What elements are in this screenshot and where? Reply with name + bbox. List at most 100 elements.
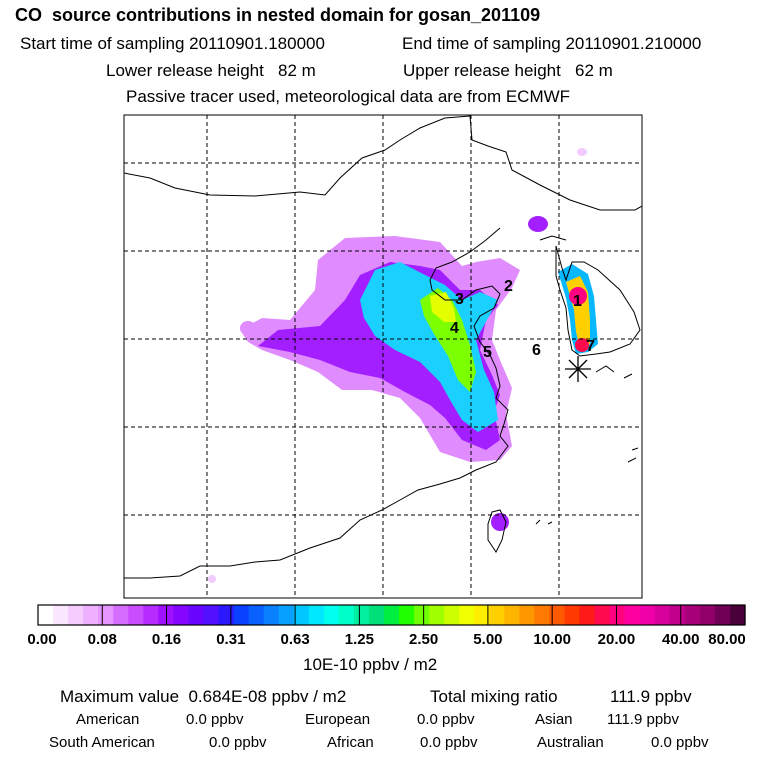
colorbar-tick-label: 1.25: [344, 631, 374, 648]
region-label-5: 5: [483, 344, 492, 361]
colorbar-swatch: [654, 605, 671, 625]
european-value: 0.0 ppbv: [417, 711, 475, 728]
blob: [208, 575, 216, 583]
colorbar-swatch: [68, 605, 84, 625]
colorbar-swatch: [489, 605, 505, 625]
colorbar-tick-label: 0.00: [27, 631, 57, 648]
colorbar-swatch: [128, 605, 144, 625]
korea-peak-7: [575, 338, 589, 352]
colorbar-swatch: [38, 605, 54, 625]
colorbar-swatch: [444, 605, 460, 625]
page-title: CO source contributions in nested domain…: [15, 5, 541, 25]
colorbar-tick-label: 0.31: [216, 631, 246, 648]
colorbar-swatch: [519, 605, 535, 625]
colorbar-swatch: [188, 605, 205, 625]
colorbar-swatch: [98, 605, 114, 625]
colorbar-swatch: [579, 605, 596, 625]
colorbar-swatch: [338, 605, 355, 625]
south-american-value: 0.0 ppbv: [209, 734, 267, 751]
american-value: 0.0 ppbv: [186, 711, 244, 728]
region-label-1: 1: [573, 293, 582, 310]
asian-value: 111.9 ppbv: [607, 711, 680, 728]
colorbar-swatch: [143, 605, 159, 625]
max-value-label: Maximum value 0.684E-08 ppbv / m2: [60, 687, 347, 706]
colorbar-swatch: [474, 605, 490, 625]
colorbar-swatch: [83, 605, 99, 625]
total-mixing-label: Total mixing ratio: [430, 687, 558, 706]
australian-value: 0.0 ppbv: [651, 734, 709, 751]
colorbar-swatch: [504, 605, 520, 625]
concentration-field: [124, 115, 642, 598]
map-frame: [123, 114, 643, 599]
colorbar-swatch: [429, 605, 445, 625]
colorbar-swatch: [564, 605, 581, 625]
colorbar-swatch: [414, 605, 430, 625]
start-time-label: Start time of sampling 20110901.180000: [20, 34, 325, 53]
colorbar-swatch: [383, 605, 400, 625]
colorbar-tick-label: 40.00: [661, 631, 700, 648]
colorbar-swatch: [549, 605, 566, 625]
korea-peak-1: [569, 287, 587, 305]
european-label: European: [305, 711, 371, 728]
colorbar-swatch: [669, 605, 686, 625]
coastlines: [124, 115, 642, 579]
colorbar-tick-label: 80.00: [708, 631, 746, 648]
colorbar-unit: 10E-10 ppbv / m2: [303, 655, 438, 674]
upper-release-label: Upper release height 62 m: [403, 61, 613, 80]
region-label-7: 7: [586, 338, 595, 355]
total-mixing-value: 111.9 ppbv: [610, 687, 692, 706]
colorbar-tick-label: 0.63: [280, 631, 310, 648]
blob: [577, 148, 587, 156]
colorbar-swatch: [714, 605, 731, 625]
tracer-note: Passive tracer used, meteorological data…: [126, 87, 571, 106]
lat-lon-grid: [124, 115, 642, 598]
colorbar-swatch: [173, 605, 190, 625]
colorbar-swatch: [459, 605, 475, 625]
colorbar-swatch: [699, 605, 716, 625]
colorbar-swatch: [609, 605, 626, 625]
blob: [240, 321, 256, 335]
colorbar-swatch: [53, 605, 69, 625]
colorbar-swatch: [729, 605, 746, 625]
colorbar-swatch: [368, 605, 385, 625]
region-label-4: 4: [450, 320, 459, 337]
colorbar-tick-label: 10.00: [533, 631, 571, 648]
colorbar-swatch: [293, 605, 310, 625]
african-value: 0.0 ppbv: [420, 734, 478, 751]
colorbar-swatch: [233, 605, 250, 625]
colorbar-swatch: [218, 605, 235, 625]
colorbar-frame: [37, 604, 746, 626]
colorbar-swatch: [263, 605, 280, 625]
colorbar-swatch: [684, 605, 701, 625]
colorbar-swatch: [248, 605, 265, 625]
colorbar-swatch: [278, 605, 295, 625]
south-american-label: South American: [49, 734, 155, 751]
colorbar: [38, 605, 746, 625]
colorbar-swatch: [534, 605, 551, 625]
colorbar-tick-label: 2.50: [409, 631, 439, 648]
colorbar-tick-label: 20.00: [597, 631, 636, 648]
region-labels: 1 2 3 4 5 6 7: [450, 278, 595, 361]
colorbar-tick-label: 0.16: [151, 631, 182, 648]
colorbar-swatch: [203, 605, 220, 625]
australian-label: Australian: [537, 734, 604, 751]
colorbar-swatch: [594, 605, 611, 625]
lower-release-label: Lower release height 82 m: [106, 61, 316, 80]
end-time-label: End time of sampling 20110901.210000: [402, 34, 702, 53]
asian-label: Asian: [535, 711, 573, 728]
region-label-2: 2: [504, 278, 513, 295]
region-label-6: 6: [532, 342, 541, 359]
blob: [528, 216, 548, 232]
colorbar-swatch: [399, 605, 415, 625]
colorbar-swatch: [624, 605, 641, 625]
colorbar-swatch: [308, 605, 325, 625]
american-label: American: [76, 711, 140, 728]
colorbar-tick-label: 0.08: [87, 631, 117, 648]
african-label: African: [327, 734, 374, 751]
colorbar-swatch: [323, 605, 340, 625]
colorbar-tick-label: 5.00: [473, 631, 503, 648]
colorbar-swatch: [113, 605, 129, 625]
plume-cyan: [360, 262, 498, 432]
plume-green: [420, 288, 476, 392]
